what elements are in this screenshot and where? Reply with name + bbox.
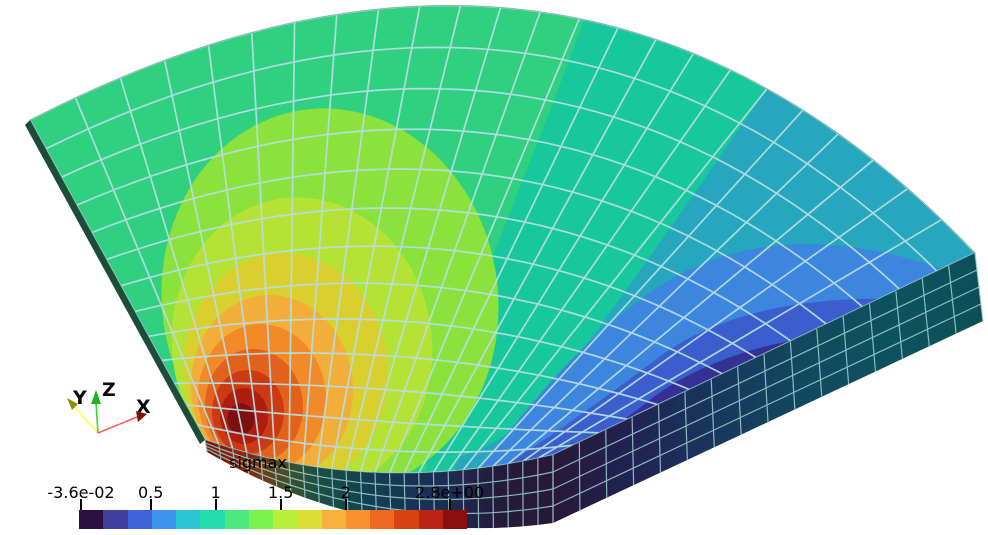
z-axis-label: Z xyxy=(102,379,116,401)
z-axis-line xyxy=(95,402,99,434)
left-edge-face xyxy=(25,120,205,444)
side-mesh-lines xyxy=(204,252,984,529)
surface-mesh-lines xyxy=(30,5,975,474)
band-dark-red xyxy=(227,403,255,435)
mesh-side-faces xyxy=(25,4,984,529)
x-axis-line xyxy=(97,416,138,434)
y-axis-cone xyxy=(67,398,78,410)
axis-triad: Y Z X xyxy=(67,379,151,434)
z-axis-cone xyxy=(91,390,101,404)
x-axis-cone xyxy=(136,411,147,422)
surface-outline xyxy=(29,4,976,474)
y-axis-line xyxy=(71,403,99,434)
